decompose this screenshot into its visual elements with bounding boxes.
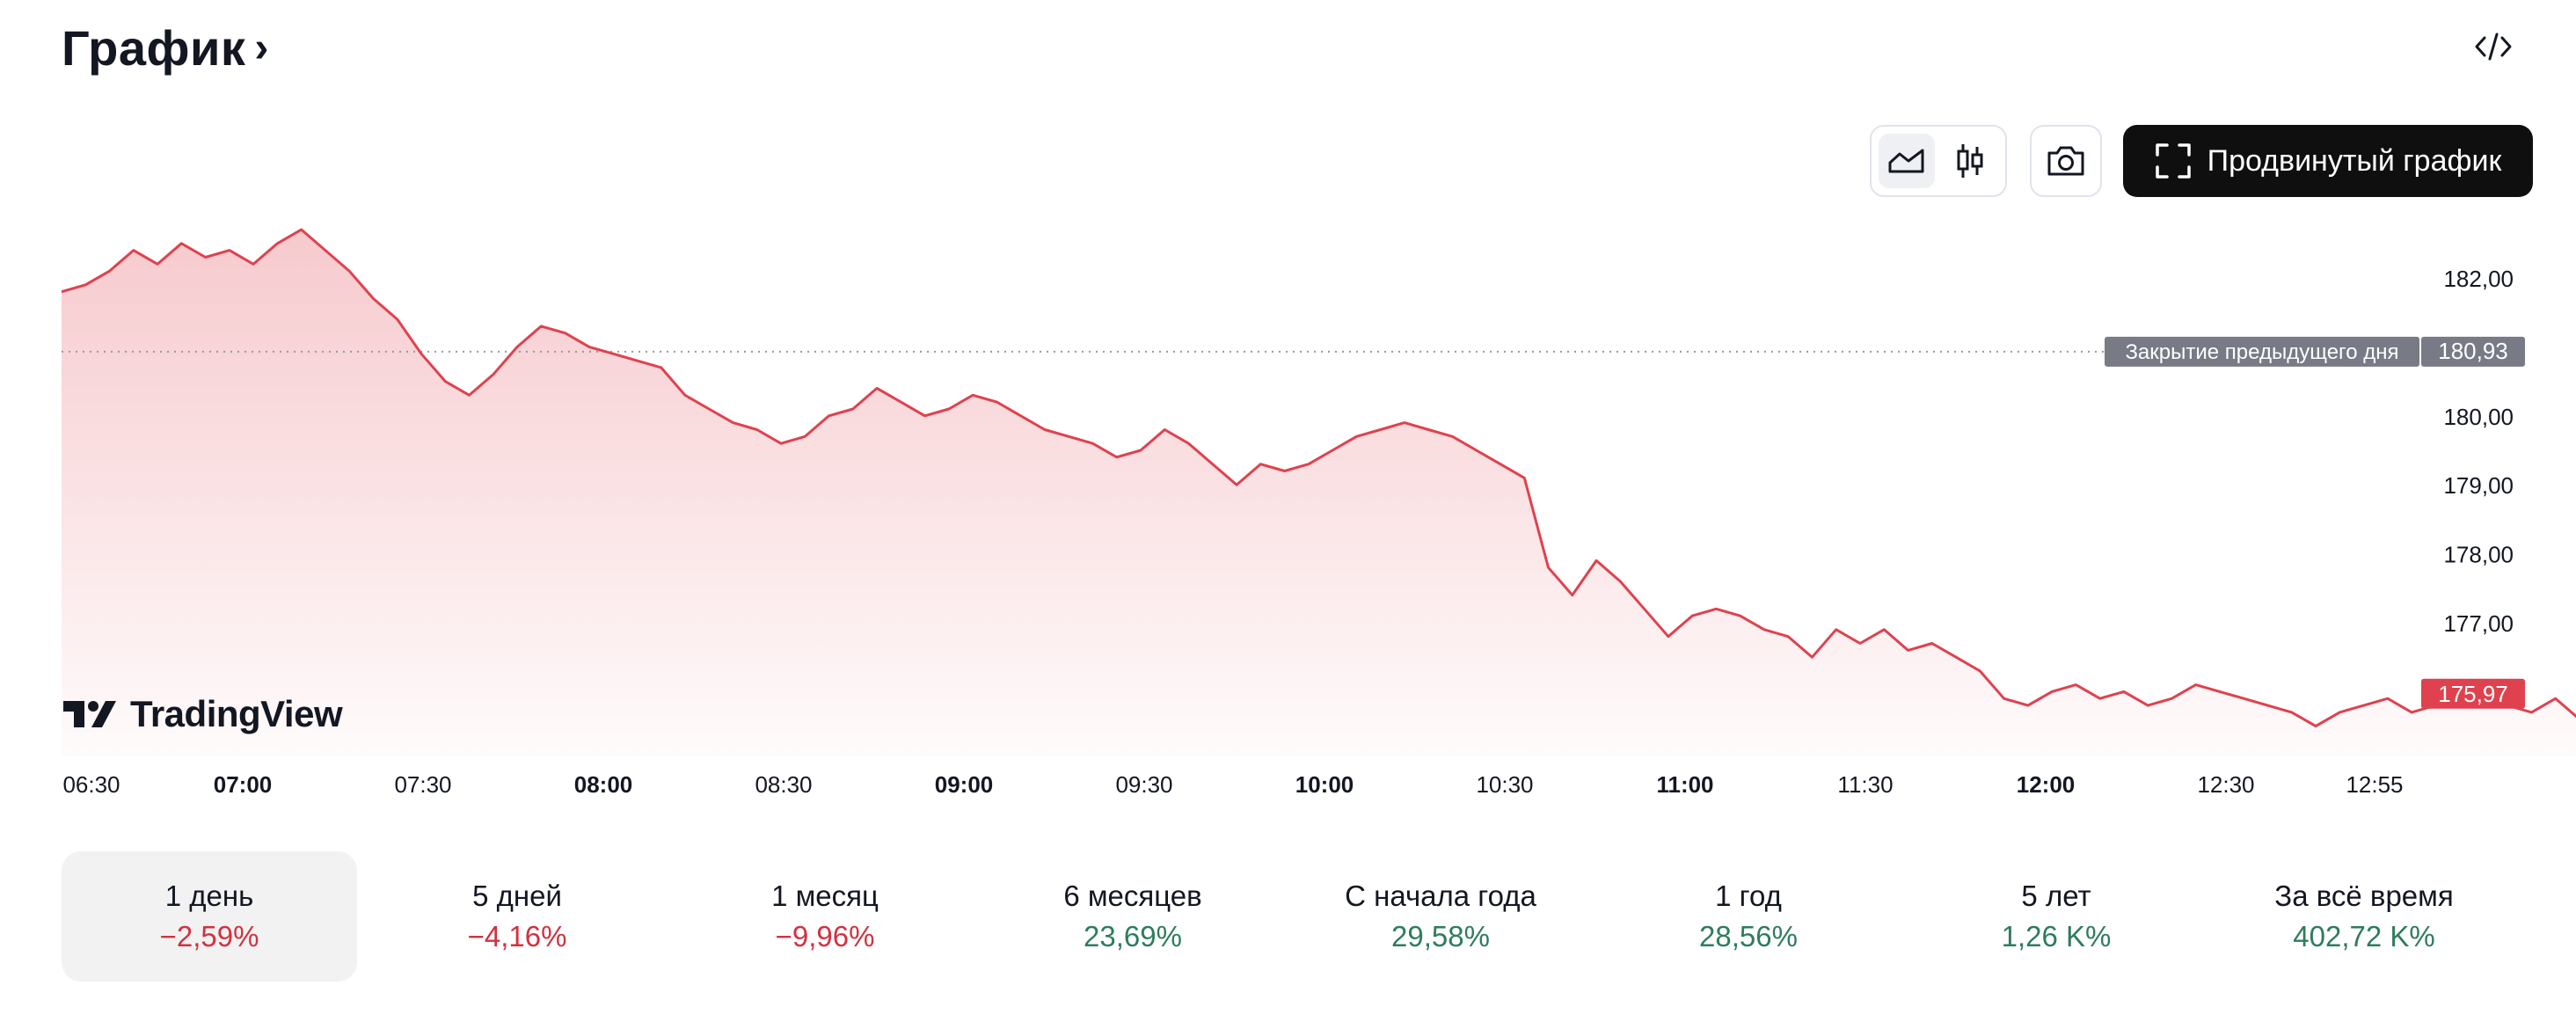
candlestick-button[interactable]: [1942, 134, 1998, 188]
period-tab[interactable]: 1 месяц −9,96%: [677, 851, 973, 982]
period-label: 6 месяцев: [1063, 880, 1202, 912]
x-tick-label: 11:00: [1656, 771, 1713, 798]
y-tick-label: 180,00: [2443, 404, 2514, 430]
candlestick-icon: [1957, 144, 1983, 178]
chart-type-switch: [1870, 125, 2007, 197]
x-tick-label: 12:55: [2346, 771, 2403, 798]
y-tick-label: 179,00: [2443, 472, 2514, 499]
tradingview-wordmark: TradingView: [130, 693, 343, 734]
x-tick-label: 07:00: [214, 771, 273, 798]
period-label: 5 лет: [2021, 880, 2091, 912]
price-chart[interactable]: 182,00 180,00 179,00 178,00 177,00 06:30 07:0…: [0, 211, 2576, 827]
period-tab[interactable]: 1 день −2,59%: [62, 851, 357, 982]
period-change-value: −9,96%: [775, 920, 875, 953]
chevron-right-icon: ›: [254, 25, 269, 71]
period-label: 5 дней: [472, 880, 562, 912]
area-chart-button[interactable]: [1879, 134, 1935, 188]
price-area-fill: [62, 230, 2576, 756]
period-label: 1 день: [164, 880, 254, 912]
period-tab[interactable]: 5 дней −4,16%: [369, 851, 665, 982]
period-change-value: −4,16%: [467, 920, 567, 953]
x-tick-label: 09:00: [935, 771, 994, 798]
y-tick-label: 182,00: [2443, 266, 2514, 292]
period-change-value: 23,69%: [1084, 920, 1182, 953]
period-change-value: 1,26 K%: [2001, 920, 2112, 953]
prev-close-tag: [2105, 336, 2419, 367]
page-title: График: [62, 20, 246, 76]
x-tick-label: 06:30: [62, 771, 120, 798]
x-tick-label: 08:00: [574, 771, 633, 798]
tradingview-icon: [63, 701, 116, 727]
advanced-chart-button[interactable]: Продвинутый график: [2123, 125, 2533, 197]
screenshot-button[interactable]: [2030, 125, 2102, 197]
camera-icon: [2047, 146, 2084, 176]
period-tab[interactable]: 1 год 28,56%: [1601, 851, 1896, 982]
x-tick-label: 10:30: [1476, 771, 1533, 798]
period-change-value: 29,58%: [1391, 920, 1490, 953]
prev-close-label: Закрытие предыдущего дня: [2125, 340, 2398, 364]
prev-close-value: 180,93: [2438, 338, 2508, 364]
code-brackets-icon: [2475, 33, 2512, 61]
last-price-value: 175,97: [2438, 681, 2508, 707]
fullscreen-icon: [2155, 143, 2191, 179]
period-change-value: −2,59%: [159, 920, 259, 953]
x-tick-label: 07:30: [394, 771, 451, 798]
y-tick-label: 177,00: [2443, 610, 2514, 637]
x-tick-label: 10:00: [1295, 771, 1354, 798]
period-label: С начала года: [1345, 880, 1536, 912]
x-tick-label: 12:30: [2197, 771, 2254, 798]
period-label: 1 месяц: [771, 880, 879, 912]
x-tick-label: 12:00: [2017, 771, 2076, 798]
embed-code-button[interactable]: [2473, 26, 2514, 67]
period-tab[interactable]: 6 месяцев 23,69%: [985, 851, 1281, 982]
y-tick-label: 178,00: [2443, 542, 2514, 568]
x-tick-label: 08:30: [755, 771, 812, 798]
period-selector: 1 день −2,59% 5 дней −4,16% 1 месяц −9,96% 6 м…: [62, 851, 2524, 982]
advanced-chart-label: Продвинутый график: [2207, 143, 2502, 178]
period-tab[interactable]: За всё время 402,72 K%: [2216, 851, 2512, 982]
prev-close-value-tag: [2421, 336, 2525, 367]
last-price-tag: [2421, 678, 2525, 709]
tradingview-logo[interactable]: TradingView: [62, 693, 343, 735]
area-chart-icon: [1888, 149, 1924, 173]
price-line: [61, 228, 2576, 728]
x-tick-label: 11:30: [1837, 771, 1893, 798]
x-tick-label: 09:30: [1115, 771, 1172, 798]
period-change-value: 28,56%: [1699, 920, 1798, 953]
period-label: 1 год: [1715, 880, 1782, 912]
period-tab[interactable]: 5 лет 1,26 K%: [1908, 851, 2204, 982]
period-label: За всё время: [2274, 880, 2454, 912]
period-change-value: 402,72 K%: [2293, 920, 2435, 953]
period-tab[interactable]: С начала года 29,58%: [1293, 851, 1588, 982]
chart-title-link[interactable]: График ›: [62, 19, 269, 77]
